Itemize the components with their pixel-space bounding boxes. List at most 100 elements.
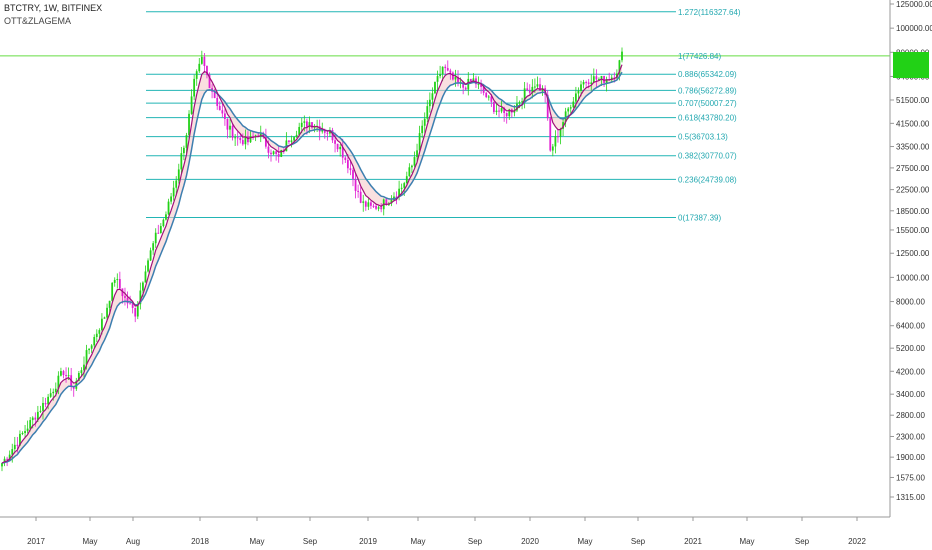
price-tick-label: 2800.00 bbox=[896, 411, 925, 420]
candle-body bbox=[413, 157, 416, 166]
candle-body bbox=[462, 82, 465, 88]
candle-body bbox=[554, 136, 557, 147]
candle-body bbox=[47, 396, 50, 405]
candle-body bbox=[546, 94, 549, 119]
candle-body bbox=[206, 65, 208, 75]
candle-body bbox=[603, 76, 605, 83]
price-tick-label: 33500.00 bbox=[896, 143, 930, 152]
candle-body bbox=[580, 84, 582, 91]
candle-body bbox=[93, 336, 96, 346]
time-tick-label: 2021 bbox=[684, 537, 702, 546]
candle-body bbox=[495, 110, 498, 112]
candle-body bbox=[157, 232, 160, 234]
candle-body bbox=[564, 111, 567, 123]
candle-body bbox=[592, 76, 595, 83]
candle-body bbox=[390, 200, 393, 204]
candle-body bbox=[62, 371, 65, 375]
candle-body bbox=[90, 345, 93, 349]
fib-level-label: 0.382(30770.07) bbox=[678, 152, 737, 161]
price-tick-label: 100000.00 bbox=[896, 24, 932, 33]
candle-body bbox=[11, 449, 14, 455]
candle-body bbox=[521, 101, 523, 103]
candle-body bbox=[531, 86, 534, 93]
indicator-label[interactable]: OTT&ZLAGEMA bbox=[4, 16, 72, 26]
candle-body bbox=[16, 444, 19, 446]
candle-body bbox=[272, 151, 275, 155]
candle-body bbox=[587, 82, 590, 85]
candle-body bbox=[262, 133, 265, 137]
candle-body bbox=[170, 196, 172, 202]
candle-body bbox=[346, 159, 349, 169]
price-tick-label: 3400.00 bbox=[896, 390, 925, 399]
candle-body bbox=[60, 371, 62, 376]
candle-body bbox=[83, 364, 85, 371]
candle-body bbox=[303, 121, 306, 123]
time-tick-label: Sep bbox=[795, 537, 810, 546]
candle-body bbox=[326, 132, 329, 134]
candle-body bbox=[39, 410, 42, 412]
candle-body bbox=[323, 130, 326, 133]
candle-body bbox=[431, 93, 434, 100]
candle-body bbox=[36, 411, 39, 420]
candle-body bbox=[428, 99, 431, 107]
price-tick-label: 22500.00 bbox=[896, 186, 930, 195]
candle-body bbox=[313, 126, 316, 128]
candle-body bbox=[452, 72, 454, 80]
candle-body bbox=[85, 350, 88, 365]
candle-body bbox=[516, 103, 518, 111]
candle-body bbox=[441, 66, 444, 75]
candle-body bbox=[295, 134, 298, 138]
candle-body bbox=[108, 300, 111, 308]
candle-body bbox=[408, 167, 411, 177]
candle-body bbox=[26, 428, 29, 432]
candle-body bbox=[321, 130, 324, 132]
price-tick-label: 1900.00 bbox=[896, 453, 925, 462]
last-price-badge bbox=[893, 52, 929, 78]
candle-body bbox=[523, 88, 526, 102]
candle-body bbox=[518, 102, 521, 104]
candle-body bbox=[385, 199, 388, 206]
candle-body bbox=[377, 207, 380, 209]
candle-body bbox=[175, 180, 178, 188]
candle-body bbox=[493, 101, 495, 112]
candle-body bbox=[569, 107, 572, 109]
candle-body bbox=[352, 170, 354, 179]
time-tick-label: 2020 bbox=[521, 537, 539, 546]
candle-body bbox=[101, 318, 103, 331]
candle-body bbox=[229, 125, 231, 130]
candle-body bbox=[183, 147, 185, 154]
candle-body bbox=[590, 82, 593, 85]
candle-body bbox=[277, 153, 280, 157]
price-tick-label: 8000.00 bbox=[896, 298, 925, 307]
time-tick-label: Sep bbox=[631, 537, 646, 546]
candle-body bbox=[126, 297, 129, 304]
candle-body bbox=[362, 201, 365, 203]
fib-level-label: 0.786(56272.89) bbox=[678, 86, 737, 95]
candle-body bbox=[116, 279, 119, 281]
time-tick-label: May bbox=[82, 537, 97, 546]
candle-body bbox=[121, 288, 124, 297]
candle-body bbox=[98, 330, 101, 334]
candle-body bbox=[162, 219, 165, 227]
candle-body bbox=[172, 187, 175, 197]
candle-body bbox=[193, 78, 196, 97]
candle-body bbox=[487, 96, 490, 98]
candle-body bbox=[549, 118, 552, 151]
candle-body bbox=[154, 232, 157, 244]
price-tick-label: 51500.00 bbox=[896, 96, 930, 105]
candle-body bbox=[618, 60, 621, 74]
price-tick-label: 1315.00 bbox=[896, 493, 925, 502]
candle-body bbox=[252, 135, 254, 137]
candle-body bbox=[129, 303, 131, 305]
candle-body bbox=[67, 375, 70, 377]
candle-body bbox=[357, 190, 360, 192]
candle-body bbox=[577, 90, 580, 94]
candle-body bbox=[254, 135, 257, 137]
candle-body bbox=[533, 86, 536, 88]
candle-body bbox=[403, 183, 406, 188]
fib-level-label: 0.886(65342.09) bbox=[678, 70, 737, 79]
candle-body bbox=[216, 97, 219, 106]
candle-body bbox=[582, 82, 585, 85]
candle-body bbox=[275, 151, 278, 154]
